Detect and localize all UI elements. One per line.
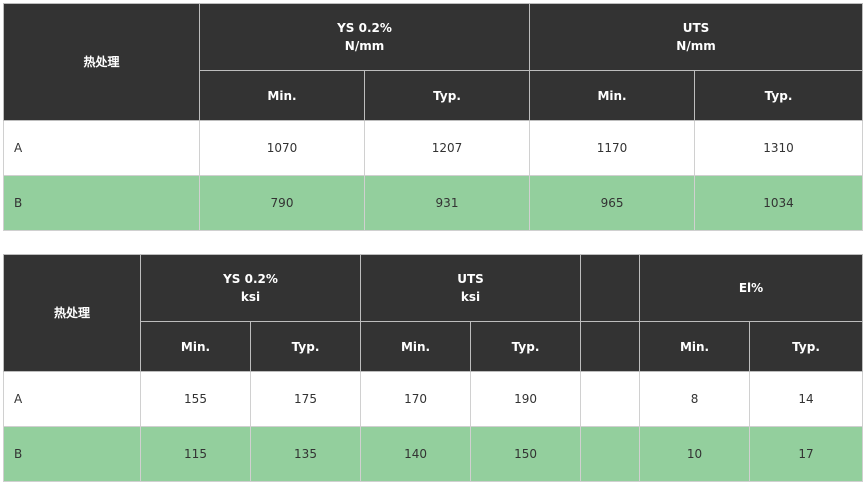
table-row: B 790 931 965 1034 [3,175,864,231]
ys-header-unit: N/mm [344,39,385,53]
el-min-cell: 10 [639,426,751,482]
ys-min-header: Min. [140,321,251,372]
uts-header: UTS N/mm [529,3,864,71]
uts-typ-header: Typ. [694,70,864,121]
ys-typ-header: Typ. [249,321,362,372]
ys-typ-cell: 931 [363,175,531,231]
el-typ-header: Typ. [749,321,864,372]
uts-header-title: UTS [682,21,710,35]
heat-treatment-header: 热处理 [3,254,141,372]
blank-cell [580,371,641,427]
blank-header [580,254,641,322]
table-row: B 115 135 140 150 10 17 [3,426,864,482]
uts-typ-header: Typ. [470,321,582,372]
el-typ-cell: 17 [749,426,864,482]
blank-subheader [580,321,641,372]
ys-typ-cell: 175 [249,371,362,427]
heat-treatment-header: 热处理 [3,3,200,121]
uts-min-cell: 1170 [529,120,696,176]
el-min-header: Min. [639,321,751,372]
ys-min-header: Min. [199,70,365,121]
ys-min-cell: 790 [199,175,365,231]
row-label: B [3,426,141,482]
ys-typ-header: Typ. [363,70,531,121]
ys-header: YS 0.2% N/mm [198,3,531,71]
ys-header-unit: ksi [240,290,261,304]
table-row: A 1070 1207 1170 1310 [3,120,864,176]
properties-table-imperial: 热处理 YS 0.2% ksi UTS ksi El% Min. Typ. Mi… [3,254,864,482]
ys-min-cell: 155 [140,371,251,427]
ys-min-cell: 1070 [199,120,365,176]
el-typ-cell: 14 [749,371,864,427]
row-label: B [3,175,200,231]
properties-table-metric: 热处理 YS 0.2% N/mm UTS N/mm Min. Typ. Min.… [3,3,864,231]
ys-header-title: YS 0.2% [337,21,392,35]
blank-cell [580,426,641,482]
uts-min-header: Min. [529,70,696,121]
table-row: A 155 175 170 190 8 14 [3,371,864,427]
uts-typ-cell: 1034 [694,175,864,231]
uts-typ-cell: 1310 [694,120,864,176]
ys-typ-cell: 1207 [363,120,531,176]
ys-header: YS 0.2% ksi [139,254,362,322]
el-min-cell: 8 [639,371,751,427]
ys-header-title: YS 0.2% [223,272,278,286]
uts-min-header: Min. [360,321,472,372]
uts-min-cell: 170 [360,371,472,427]
elongation-header: El% [639,254,864,322]
uts-header-unit: N/mm [676,39,716,53]
uts-header-unit: ksi [460,290,481,304]
ys-typ-cell: 135 [249,426,362,482]
uts-typ-cell: 190 [470,371,582,427]
uts-header-title: UTS [457,272,484,286]
ys-min-cell: 115 [140,426,251,482]
uts-header: UTS ksi [360,254,582,322]
row-label: A [3,371,141,427]
uts-typ-cell: 150 [470,426,582,482]
row-label: A [3,120,200,176]
uts-min-cell: 965 [529,175,696,231]
uts-min-cell: 140 [360,426,472,482]
